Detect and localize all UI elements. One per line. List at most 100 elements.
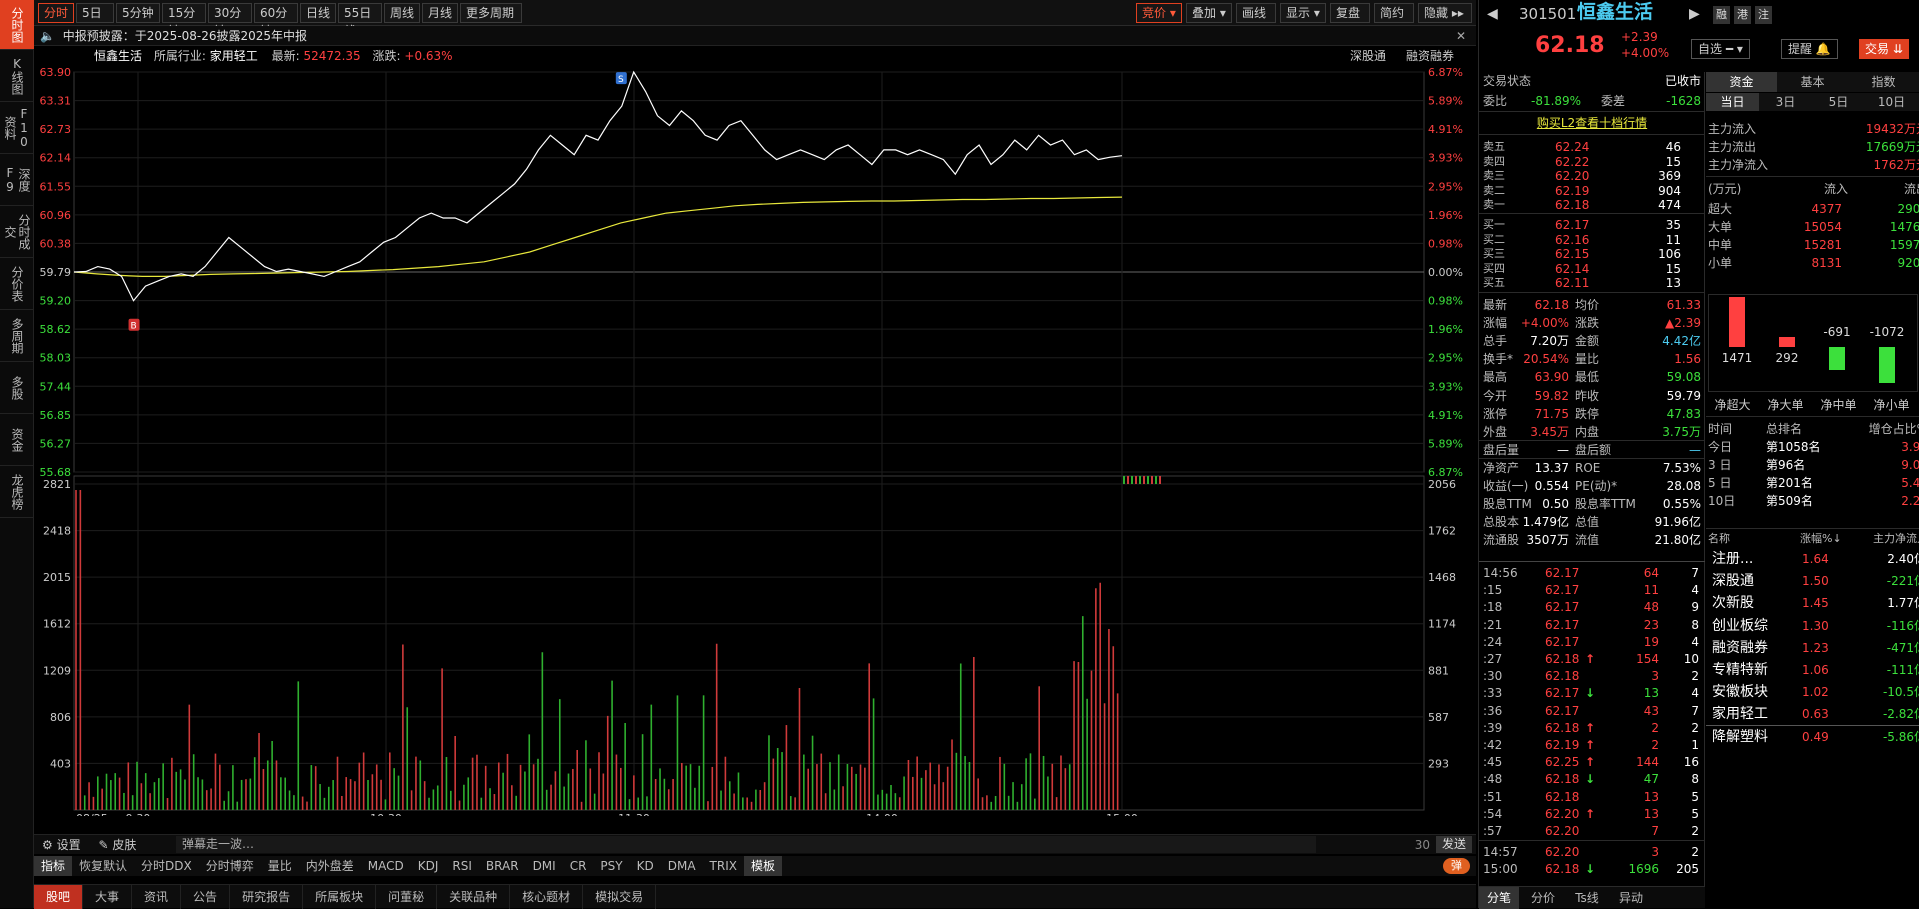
bid-price[interactable]: 62.11 xyxy=(1555,276,1590,291)
fund-tab-0[interactable]: 资金 xyxy=(1706,72,1777,92)
fund-tab-2[interactable]: 指数 xyxy=(1871,75,1896,89)
info-tab-2[interactable]: 资讯 xyxy=(132,885,182,909)
fund-period-2[interactable]: 5日 xyxy=(1828,95,1849,109)
nav-tab-1[interactable]: K线图 xyxy=(0,50,34,102)
trade-button[interactable]: 交易 ⇊ xyxy=(1859,39,1909,59)
sector-name[interactable]: 融资融券 xyxy=(1712,639,1768,656)
info-tab-5[interactable]: 所属板块 xyxy=(303,885,377,909)
quote-tag-1[interactable]: 港 xyxy=(1734,6,1751,24)
indicator-tab-9[interactable]: BRAR xyxy=(485,859,519,873)
tool-button-0[interactable]: 竞价 ▾ xyxy=(1136,3,1182,23)
indicator-tab-5[interactable]: 内外盘差 xyxy=(305,859,354,873)
info-tab-8[interactable]: 核心题材 xyxy=(510,885,584,909)
prev-stock-icon[interactable]: ◀ xyxy=(1487,6,1498,22)
settings-icon[interactable]: ⚙ xyxy=(42,838,53,852)
fund-tab-1[interactable]: 基本 xyxy=(1800,75,1825,89)
nav-tab-3[interactable]: 深度F9 xyxy=(0,154,34,206)
ask-price[interactable]: 62.19 xyxy=(1555,183,1590,198)
ask-price[interactable]: 62.22 xyxy=(1555,154,1590,169)
intraday-chart[interactable]: 63.90 6.87% 63.31 5.89% 62.73 4.91% 62.14 3.93%… xyxy=(34,66,1476,825)
bid-price[interactable]: 62.15 xyxy=(1555,247,1590,262)
sector-name[interactable]: 创业板综 xyxy=(1712,617,1768,634)
indicator-tab-15[interactable]: TRIX xyxy=(709,859,737,873)
next-stock-icon[interactable]: ▶ xyxy=(1689,6,1700,22)
indicator-tab-12[interactable]: PSY xyxy=(600,859,623,873)
indicator-tab-14[interactable]: DMA xyxy=(667,859,696,873)
tick-tab-2[interactable]: Ts线 xyxy=(1575,891,1599,905)
nav-tab-2[interactable]: F10资料 xyxy=(0,102,34,154)
nav-tab-5[interactable]: 分价表 xyxy=(0,258,34,310)
nav-tab-0[interactable]: 分时图 xyxy=(0,0,34,50)
l2-link[interactable]: 购买L2查看十档行情 xyxy=(1536,116,1648,130)
info-tab-0[interactable]: 股吧 xyxy=(34,885,84,909)
quote-tag-0[interactable]: 融 xyxy=(1713,6,1730,24)
indicator-tab-8[interactable]: RSI xyxy=(452,859,472,873)
fund-period-3[interactable]: 10日 xyxy=(1877,95,1906,109)
hk-connect-label[interactable]: 深股通 xyxy=(1349,49,1386,63)
sector-name[interactable]: 注册... xyxy=(1712,551,1754,567)
industry-value[interactable]: 家用轻工 xyxy=(209,49,258,63)
nav-tab-8[interactable]: 资金 xyxy=(0,414,34,466)
indicator-tab-16[interactable]: 模板 xyxy=(743,856,782,876)
indicator-tab-2[interactable]: 分时DDX xyxy=(141,859,192,873)
period-tab-6[interactable]: 日线 xyxy=(300,3,336,23)
sector-name[interactable]: 降解塑料 xyxy=(1712,728,1768,745)
tool-button-3[interactable]: 显示 ▾ xyxy=(1280,3,1326,23)
send-button[interactable]: 发送 xyxy=(1435,836,1472,853)
tool-button-4[interactable]: 复盘 xyxy=(1330,3,1370,23)
sector-name[interactable]: 次新股 xyxy=(1712,595,1754,612)
tick-tab-0[interactable]: 分笔 xyxy=(1479,887,1519,909)
period-tab-0[interactable]: 分时 xyxy=(38,3,74,23)
ask-price[interactable]: 62.20 xyxy=(1555,169,1590,184)
indicator-tab-13[interactable]: KD xyxy=(636,859,654,873)
period-tab-9[interactable]: 月线 xyxy=(422,3,458,23)
indicator-tab-6[interactable]: MACD xyxy=(367,859,404,873)
period-tab-7[interactable]: 55日线 xyxy=(338,3,382,38)
sector-name[interactable]: 专精特新 xyxy=(1712,662,1768,678)
sector-name[interactable]: 家用轻工 xyxy=(1712,706,1768,723)
indicator-tab-0[interactable]: 指标 xyxy=(34,856,73,876)
skin-icon[interactable]: ✎ xyxy=(98,838,109,852)
tick-tab-3[interactable]: 异动 xyxy=(1618,891,1643,905)
sector-name[interactable]: 安徽板块 xyxy=(1712,684,1768,701)
ask-price[interactable]: 62.24 xyxy=(1555,140,1590,154)
tool-button-2[interactable]: 画线 xyxy=(1236,3,1276,23)
period-tab-4[interactable]: 30分钟 xyxy=(208,3,252,38)
sector-name[interactable]: 深股通 xyxy=(1712,573,1754,590)
nav-tab-7[interactable]: 多股 xyxy=(0,362,34,414)
tool-button-5[interactable]: 简约 xyxy=(1374,3,1414,23)
alert-button[interactable]: 提醒 🔔 xyxy=(1781,39,1838,59)
period-tab-10[interactable]: 更多周期 ▾ xyxy=(460,3,522,38)
skin-label[interactable]: 皮肤 xyxy=(112,838,137,852)
period-tab-5[interactable]: 60分钟 xyxy=(254,3,298,38)
indicator-tab-1[interactable]: 恢复默认 xyxy=(79,859,128,873)
watchlist-button[interactable]: 自选 ━ ▾ xyxy=(1691,39,1750,59)
info-tab-7[interactable]: 关联品种 xyxy=(437,885,511,909)
period-tab-8[interactable]: 周线 xyxy=(384,3,420,23)
period-tab-2[interactable]: 5分钟 xyxy=(116,3,160,23)
ask-price[interactable]: 62.18 xyxy=(1555,198,1590,213)
settings-label[interactable]: 设置 xyxy=(56,838,81,852)
nav-tab-6[interactable]: 多周期 xyxy=(0,310,34,362)
tool-button-1[interactable]: 叠加 ▾ xyxy=(1186,3,1232,23)
indicator-tab-7[interactable]: KDJ xyxy=(417,859,439,873)
tick-tab-1[interactable]: 分价 xyxy=(1530,891,1555,905)
bid-price[interactable]: 62.14 xyxy=(1555,261,1590,276)
fund-period-1[interactable]: 3日 xyxy=(1775,95,1796,109)
indicator-tab-4[interactable]: 量比 xyxy=(267,859,292,873)
period-tab-1[interactable]: 5日 ▾ xyxy=(76,3,114,38)
sell-marker[interactable] xyxy=(615,72,627,85)
notice-text[interactable]: 中报预披露：于2025-08-26披露2025年中报 xyxy=(62,29,308,43)
info-tab-9[interactable]: 模拟交易 xyxy=(583,885,657,909)
info-tab-1[interactable]: 大事 xyxy=(83,885,133,909)
period-tab-3[interactable]: 15分钟 xyxy=(162,3,206,38)
nav-tab-9[interactable]: 龙虎榜 xyxy=(0,466,34,518)
danmu-toggle[interactable]: 弹 xyxy=(1443,858,1470,874)
quote-tag-2[interactable]: 注 xyxy=(1755,6,1772,24)
margin-label[interactable]: 融资融券 xyxy=(1405,49,1454,63)
indicator-tab-10[interactable]: DMI xyxy=(532,859,556,873)
nav-tab-4[interactable]: 分时成交 xyxy=(0,206,34,258)
bid-price[interactable]: 62.17 xyxy=(1555,218,1590,232)
danmu-input[interactable]: 弹幕走一波… xyxy=(176,836,1316,853)
indicator-tab-3[interactable]: 分时博弈 xyxy=(205,859,254,873)
